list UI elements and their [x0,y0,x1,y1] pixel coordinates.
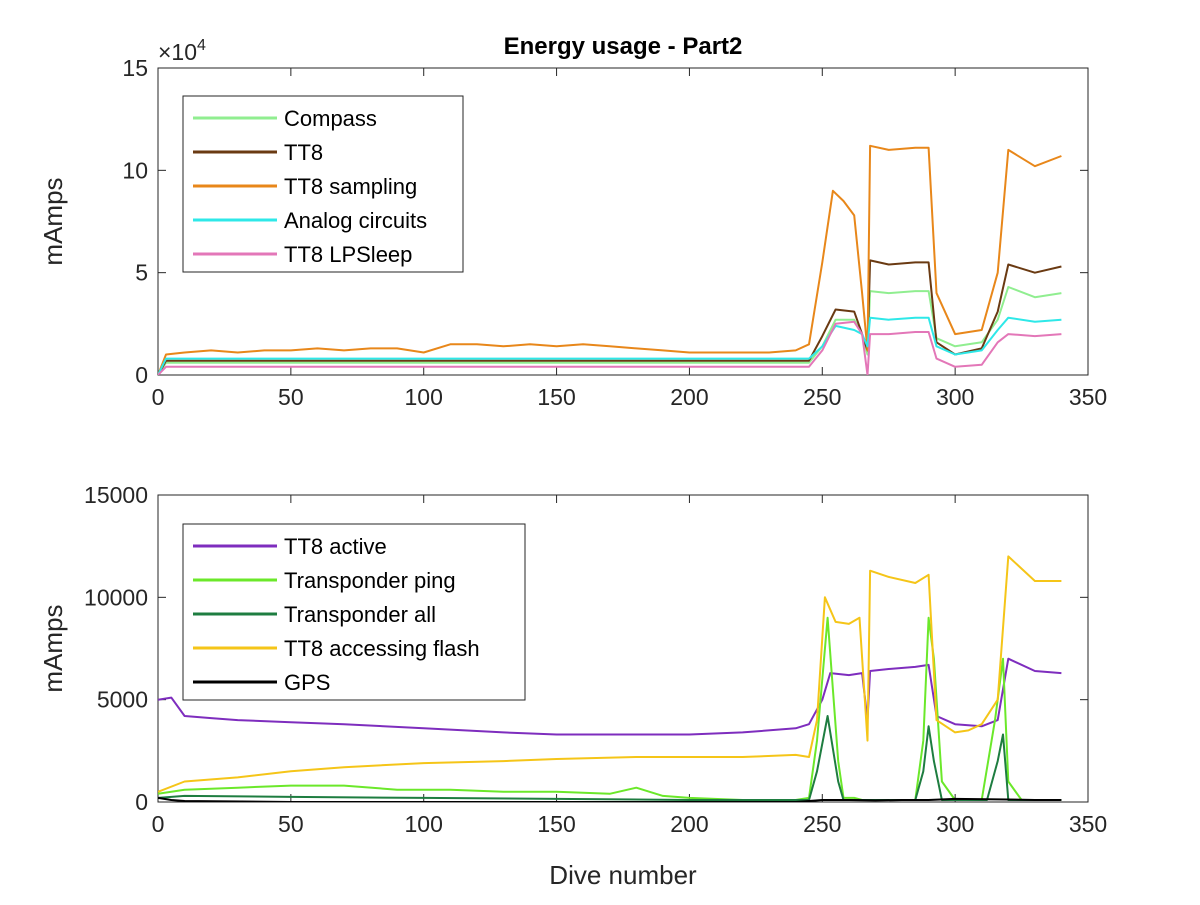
series-line-tt8 [158,259,1062,375]
y-tick-label: 15000 [84,482,148,508]
series-line-gps [158,796,1062,802]
x-tick-label: 150 [537,811,575,837]
legend-label-tt8-accessing-flash: TT8 accessing flash [284,636,480,661]
legend-label-transponder-all: Transponder all [284,602,436,627]
legend-label-tt8-lpsleep: TT8 LPSleep [284,242,412,267]
bottom-chart-panel: 0 50 100 150 200 250 300 350 0 5000 10000 15000 mAmp… [38,482,1107,890]
series-group [158,144,1062,375]
x-tick-label: 0 [152,811,165,837]
y-exponent-power: 4 [197,37,206,54]
x-tick-label: 50 [278,811,304,837]
legend-label-gps: GPS [284,670,330,695]
series-line-tt8-sampling [158,144,1062,375]
y-tick-label: 5000 [97,687,148,713]
y-tick-label: 5 [135,260,148,286]
series-group [158,555,1062,802]
legend-label-tt8-active: TT8 active [284,534,387,559]
x-tick-label: 100 [405,384,443,410]
y-tick-label: 10 [122,157,148,183]
series-line-analog-circuits [158,316,1062,375]
legend-label-compass: Compass [284,106,377,131]
x-tick-label: 250 [803,811,841,837]
x-tick-label: 350 [1069,384,1107,410]
x-tick-label: 300 [936,384,974,410]
x-tick-label: 0 [152,384,165,410]
legend: TT8 active Transponder ping Transponder al… [182,523,526,701]
y-axis-label: mAmps [38,177,68,265]
y-exponent-label: ×104 [158,37,206,65]
x-tick-label: 150 [537,384,575,410]
series-line-tt8-accessing-flash [158,555,1062,793]
x-axis-label: Dive number [549,860,697,890]
legend-box [182,523,526,701]
x-tick-label: 200 [670,811,708,837]
y-tick-label: 0 [135,789,148,815]
x-tick-label: 300 [936,811,974,837]
y-tick-label: 0 [135,362,148,388]
y-tick-label: 10000 [84,584,148,610]
chart-title: Energy usage - Part2 [504,33,743,60]
y-axis-label: mAmps [38,604,68,692]
x-tick-label: 50 [278,384,304,410]
x-tick-label: 200 [670,384,708,410]
series-line-tt8-active [158,657,1062,736]
legend-label-tt8: TT8 [284,140,323,165]
legend-label-transponder-ping: Transponder ping [284,568,456,593]
y-exponent-base: ×10 [158,39,197,65]
x-tick-label: 350 [1069,811,1107,837]
legend: Compass TT8 TT8 sampling Analog circuits TT8… [182,95,464,273]
y-tick-label: 15 [122,55,148,81]
legend-label-analog-circuits: Analog circuits [284,208,427,233]
series-line-tt8-lpsleep [158,320,1062,375]
x-tick-label: 100 [405,811,443,837]
legend-label-tt8-sampling: TT8 sampling [284,174,417,199]
top-chart-panel: 0 50 100 150 200 250 300 350 0 5 10 15 ×104 Energy us… [38,33,1107,410]
x-tick-label: 250 [803,384,841,410]
legend-box [182,95,464,273]
